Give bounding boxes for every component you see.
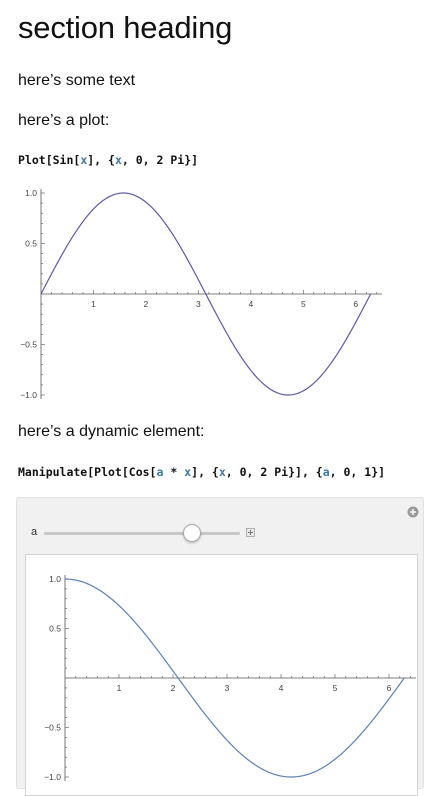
x-tick-label: 6	[387, 683, 392, 693]
slider-label: a	[31, 526, 38, 538]
y-tick-label: −1.0	[20, 390, 37, 400]
manipulate-code-token: x	[184, 465, 192, 479]
dynamic-intro-text: here’s a dynamic element:	[18, 423, 205, 440]
x-tick-label: 6	[353, 299, 358, 309]
manipulate-code-token: a	[156, 465, 164, 479]
x-tick-label: 2	[171, 683, 176, 693]
x-tick-label: 1	[91, 299, 96, 309]
y-tick-label: 0.5	[25, 239, 37, 249]
manipulate-code-token: a	[322, 465, 330, 479]
plot-code-token: x	[80, 153, 88, 167]
plot-code-input[interactable]: Plot[Sin[x], {x, 0, 2 Pi}]	[18, 153, 198, 167]
manipulate-code-token: , 0, 2 Pi}], {	[225, 465, 323, 479]
y-tick-label: 0.5	[49, 624, 61, 634]
y-tick-label: 1.0	[49, 574, 61, 584]
plus-icon[interactable]	[246, 528, 255, 537]
y-tick-label: −0.5	[44, 723, 61, 733]
y-tick-label: 1.0	[25, 188, 37, 198]
x-tick-label: 5	[333, 683, 338, 693]
manipulate-code-input[interactable]: Manipulate[Plot[Cos[a * x], {x, 0, 2 Pi}…	[18, 465, 385, 479]
series-line	[40, 192, 372, 396]
plot-code-token: x	[114, 153, 122, 167]
options-icon[interactable]	[407, 506, 419, 518]
manipulate-code-token: ], {	[191, 465, 219, 479]
intro-text: here’s some text	[18, 72, 136, 89]
x-tick-label: 4	[279, 683, 284, 693]
y-tick-label: −0.5	[20, 340, 37, 350]
manipulate-code-token: *	[163, 465, 185, 479]
x-tick-label: 2	[144, 299, 149, 309]
x-tick-label: 3	[196, 299, 201, 309]
plot-code-token: , 0, 2 Pi}]	[121, 153, 199, 167]
slider-track[interactable]	[44, 532, 240, 535]
manipulate-code-token: Manipulate[Plot[Cos[	[18, 465, 157, 479]
x-tick-label: 3	[225, 683, 230, 693]
slider-thumb[interactable]	[183, 524, 201, 542]
section-heading: section heading	[18, 10, 233, 45]
manipulate-panel: a 1 2 3 4 5 6 1.0 0.5 −0.5 −1.0	[16, 497, 424, 796]
plot-code-token: ], {	[87, 153, 115, 167]
manipulate-output: 1 2 3 4 5 6 1.0 0.5 −0.5 −1.0	[25, 554, 418, 796]
plot-intro-text: here’s a plot:	[18, 112, 110, 129]
sin-plot: 1 2 3 4 5 6 1.0 0.5 −0.5 −1.0	[20, 188, 382, 400]
manipulate-code-token: x	[218, 465, 226, 479]
cos-plot: 1 2 3 4 5 6 1.0 0.5 −0.5 −1.0	[44, 574, 416, 782]
series-line	[64, 578, 405, 778]
manipulate-code-token: , 0, 1}]	[329, 465, 386, 479]
plot-code-token: Plot[Sin[	[18, 153, 81, 167]
y-tick-label: −1.0	[44, 772, 61, 782]
x-tick-label: 4	[248, 299, 253, 309]
x-tick-label: 5	[301, 299, 306, 309]
x-tick-label: 1	[117, 683, 122, 693]
